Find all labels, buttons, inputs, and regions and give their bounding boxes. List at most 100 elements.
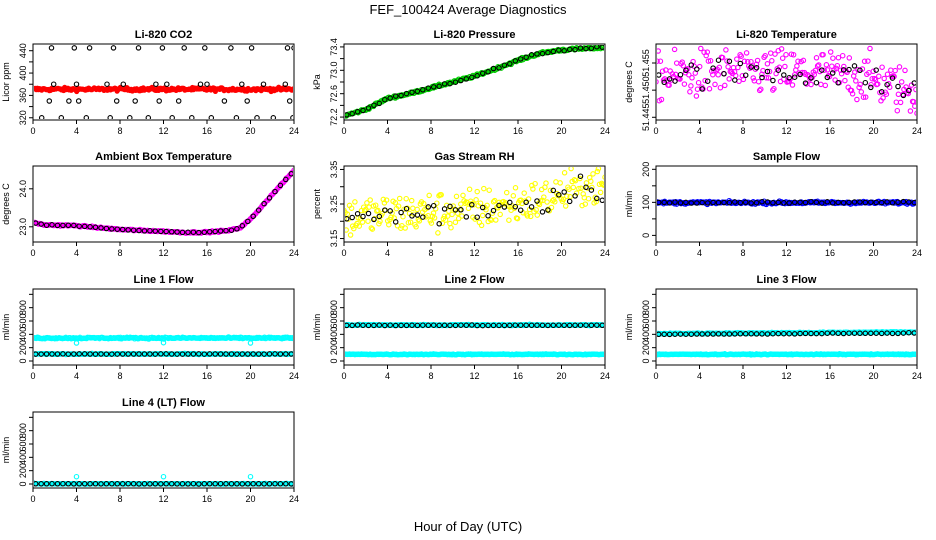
data-point <box>469 202 475 208</box>
data-point <box>345 216 350 222</box>
data-point <box>103 481 110 487</box>
data-point <box>485 69 491 75</box>
data-point <box>463 322 470 329</box>
data-point <box>261 200 267 207</box>
data-point <box>239 81 245 87</box>
data-point <box>694 86 701 92</box>
data-point <box>382 207 388 213</box>
y-tick-label: 72.2 <box>329 108 339 126</box>
x-tick-label: 4 <box>74 248 79 258</box>
series-co2-avg <box>38 45 293 119</box>
data-point <box>179 229 186 236</box>
data-point <box>54 481 61 487</box>
data-point <box>414 212 421 218</box>
x-tick-label: 4 <box>385 126 390 136</box>
data-point <box>726 58 733 65</box>
data-point <box>572 177 579 184</box>
series-line-3-raw-lower <box>657 351 916 358</box>
data-point <box>510 193 517 199</box>
data-point <box>695 79 702 86</box>
data-point <box>479 212 486 219</box>
data-point <box>688 200 695 206</box>
data-point <box>288 481 293 487</box>
y-tick-label: 0 <box>329 358 339 363</box>
data-point <box>590 171 596 177</box>
data-point <box>272 351 278 357</box>
x-tick-label: 16 <box>202 126 212 136</box>
data-point <box>501 62 508 68</box>
data-point <box>283 176 289 183</box>
data-point <box>869 75 875 82</box>
data-point <box>430 210 437 216</box>
data-point <box>677 331 684 337</box>
data-point <box>550 187 557 194</box>
data-point <box>73 473 80 480</box>
data-point <box>524 213 531 219</box>
data-point <box>790 52 797 58</box>
x-tick-label: 24 <box>912 371 922 381</box>
data-point <box>672 78 678 84</box>
data-point <box>365 105 372 111</box>
data-point <box>842 77 848 84</box>
data-point <box>808 198 814 205</box>
data-point <box>532 180 538 187</box>
data-point <box>291 481 293 487</box>
data-point <box>255 481 262 487</box>
data-point <box>372 202 379 208</box>
data-point <box>764 331 771 337</box>
y-tick-label: 800 <box>18 423 28 438</box>
panel-title: Gas Stream RH <box>434 151 514 163</box>
data-point <box>775 67 782 73</box>
data-point <box>672 199 678 205</box>
data-point <box>715 72 721 78</box>
data-point <box>712 81 718 88</box>
data-point <box>54 222 61 229</box>
data-point <box>233 115 240 119</box>
data-point <box>277 351 284 357</box>
y-tick-label: 3.35 <box>329 161 339 179</box>
data-point <box>856 84 862 91</box>
data-point <box>250 351 256 357</box>
data-point <box>800 57 807 64</box>
data-point <box>902 67 908 74</box>
data-point <box>288 171 293 177</box>
data-point <box>583 45 589 52</box>
data-point <box>846 330 852 336</box>
data-point <box>694 66 700 72</box>
panel-ylabel: degrees C <box>1 183 11 225</box>
data-point <box>73 81 80 87</box>
data-point <box>657 72 662 78</box>
data-point <box>208 115 215 119</box>
data-point <box>871 75 878 82</box>
data-point <box>671 46 678 53</box>
data-layer <box>657 45 916 116</box>
data-point <box>410 205 416 212</box>
data-point <box>175 98 182 104</box>
data-point <box>523 54 529 61</box>
data-point <box>857 330 863 337</box>
series-temp-avg <box>657 57 916 99</box>
data-point <box>572 46 578 53</box>
data-point <box>197 81 204 87</box>
data-point <box>436 221 442 227</box>
data-point <box>732 199 738 205</box>
x-tick-label: 16 <box>513 126 523 136</box>
data-point <box>495 205 501 211</box>
data-point <box>71 481 77 487</box>
data-point <box>734 56 740 62</box>
data-point <box>895 83 901 90</box>
data-point <box>860 94 867 100</box>
data-point <box>545 49 551 56</box>
data-point <box>135 45 142 51</box>
data-point <box>813 79 820 86</box>
data-point <box>245 351 251 357</box>
data-point <box>395 203 402 209</box>
data-point <box>250 213 256 220</box>
data-point <box>60 480 66 487</box>
data-point <box>400 213 406 220</box>
y-tick-label: 100 <box>641 195 651 210</box>
data-point <box>221 98 228 104</box>
data-point <box>824 74 831 81</box>
data-point <box>73 340 80 346</box>
data-point <box>724 58 730 64</box>
